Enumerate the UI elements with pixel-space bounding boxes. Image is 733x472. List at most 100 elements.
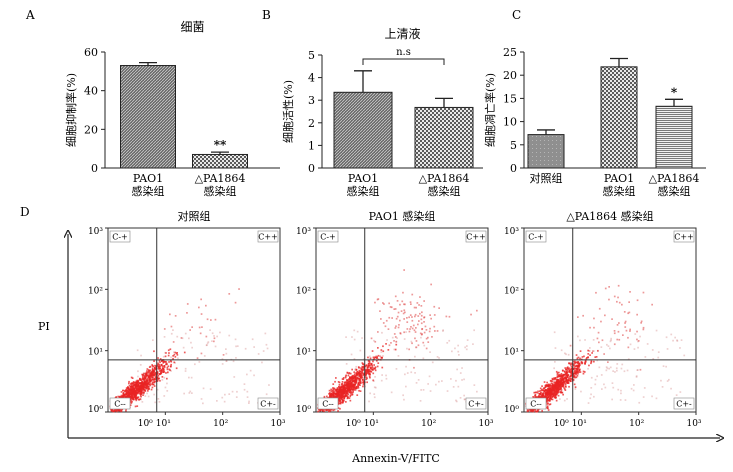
x-tick-label: 10³ — [478, 419, 493, 429]
y-tick-label: 10¹ — [504, 348, 519, 358]
quadrant-label-ul: C-+ — [112, 233, 128, 242]
y-tick-label: 10³ — [88, 227, 103, 237]
quadrant-label-ul: C-+ — [528, 233, 544, 242]
x-tick-label: 10² — [629, 419, 644, 429]
y-tick-label: 0 — [91, 162, 98, 175]
quadrant-label-lr-box — [257, 397, 279, 410]
y-tick-label: 10² — [504, 286, 519, 296]
y-axis-label: 细胞抑制率(%) — [64, 73, 78, 147]
y-tick-label: 5 — [308, 49, 315, 62]
panel-label: D — [20, 205, 30, 219]
quadrant-label-lr-box — [673, 397, 695, 410]
y-tick-label: 4 — [308, 72, 315, 85]
x-axis-label: Annexin-V/FITC — [351, 452, 440, 465]
plot-title: PAO1 感染组 — [369, 209, 436, 223]
y-tick-label: 1 — [308, 139, 315, 152]
quadrant-label-ll: C-- — [114, 400, 126, 409]
y-axis-label: 细胞活性(%) — [281, 80, 295, 143]
plot-title: △PA1864 感染组 — [566, 209, 653, 223]
quadrant-label-ur-box — [257, 230, 279, 243]
category-label: 感染组 — [603, 184, 636, 198]
y-tick-label: 10¹ — [88, 348, 103, 358]
x-tick-label: 10² — [421, 419, 436, 429]
x-tick-label: 10³ — [270, 419, 285, 429]
significance-label: * — [671, 85, 678, 99]
category-label: PAO1 — [604, 172, 634, 185]
bar-panels: A细菌0204060细胞抑制率(%)PAO1感染组△PA1864感染组**B上清… — [25, 8, 706, 198]
quadrant-label-lr-box — [465, 397, 487, 410]
comparison-bracket — [362, 58, 445, 65]
x-tick-label: 10⁰ — [554, 419, 569, 429]
quadrant-label-lr: C+- — [676, 400, 692, 409]
quadrant-label-ul-box — [525, 230, 547, 243]
y-tick-label: 10⁰ — [88, 405, 103, 415]
y-tick-label: 10¹ — [296, 348, 311, 358]
quadrant-label-lr: C+- — [260, 400, 276, 409]
category-label: PAO1 — [133, 172, 163, 185]
category-label: 感染组 — [204, 184, 237, 198]
y-tick-label: 20 — [84, 123, 98, 136]
plot-title: 对照组 — [178, 209, 211, 223]
panel-label: B — [262, 8, 271, 22]
y-tick-label: 3 — [308, 94, 315, 107]
panel-label: A — [25, 8, 35, 22]
chart-title: 上清液 — [384, 26, 420, 41]
category-label: 感染组 — [132, 184, 165, 198]
y-tick-label: 20 — [503, 69, 517, 82]
quadrant-label-ur: C++ — [466, 233, 486, 242]
y-axis-label: PI — [38, 320, 50, 333]
x-tick-label: 10¹ — [572, 419, 587, 429]
y-tick-label: 40 — [84, 85, 98, 98]
quadrant-label-ur: C++ — [258, 233, 278, 242]
category-label: PAO1 — [348, 172, 378, 185]
bar — [333, 91, 393, 169]
quadrant-label-ll-box — [317, 397, 339, 410]
significance-label: ** — [214, 138, 227, 152]
bar — [120, 65, 176, 169]
panel-label: C — [512, 8, 521, 22]
x-tick-label: 10¹ — [364, 419, 379, 429]
x-tick-label: 10³ — [686, 419, 701, 429]
y-tick-label: 15 — [503, 92, 517, 105]
category-label: △PA1864 — [649, 172, 700, 185]
y-tick-label: 0 — [308, 162, 315, 175]
x-tick-label: 10⁰ — [346, 419, 361, 429]
quadrant-label-ll-box — [525, 397, 547, 410]
y-tick-label: 5 — [510, 139, 517, 152]
category-label: △PA1864 — [195, 172, 246, 185]
quadrant-label-lr: C+- — [468, 400, 484, 409]
bar — [414, 106, 474, 169]
quadrant-label-ul-box — [109, 230, 131, 243]
quadrant-label-ll: C-- — [530, 400, 542, 409]
x-tick-label: 10¹ — [156, 419, 171, 429]
bar — [192, 153, 248, 169]
category-label: 对照组 — [530, 171, 563, 185]
bracket-label: n.s — [396, 47, 411, 58]
quadrant-label-ul-box — [317, 230, 339, 243]
x-tick-label: 10⁰ — [138, 419, 153, 429]
y-tick-label: 10² — [88, 286, 103, 296]
y-tick-label: 10³ — [504, 227, 519, 237]
y-tick-label: 10 — [503, 116, 517, 129]
quadrant-label-ll: C-- — [322, 400, 334, 409]
quadrant-label-ur: C++ — [674, 233, 694, 242]
quadrant-label-ll-box — [109, 397, 131, 410]
y-tick-label: 2 — [308, 117, 315, 130]
bar — [655, 105, 693, 169]
category-label: △PA1864 — [419, 172, 470, 185]
bar — [527, 134, 565, 169]
quadrant-label-ul: C-+ — [320, 233, 336, 242]
y-tick-label: 25 — [503, 46, 517, 59]
chart-title: 细菌 — [180, 20, 204, 34]
category-label: 感染组 — [347, 184, 380, 198]
quadrant-label-ur-box — [465, 230, 487, 243]
y-tick-label: 10⁰ — [296, 405, 311, 415]
y-tick-label: 0 — [510, 162, 517, 175]
